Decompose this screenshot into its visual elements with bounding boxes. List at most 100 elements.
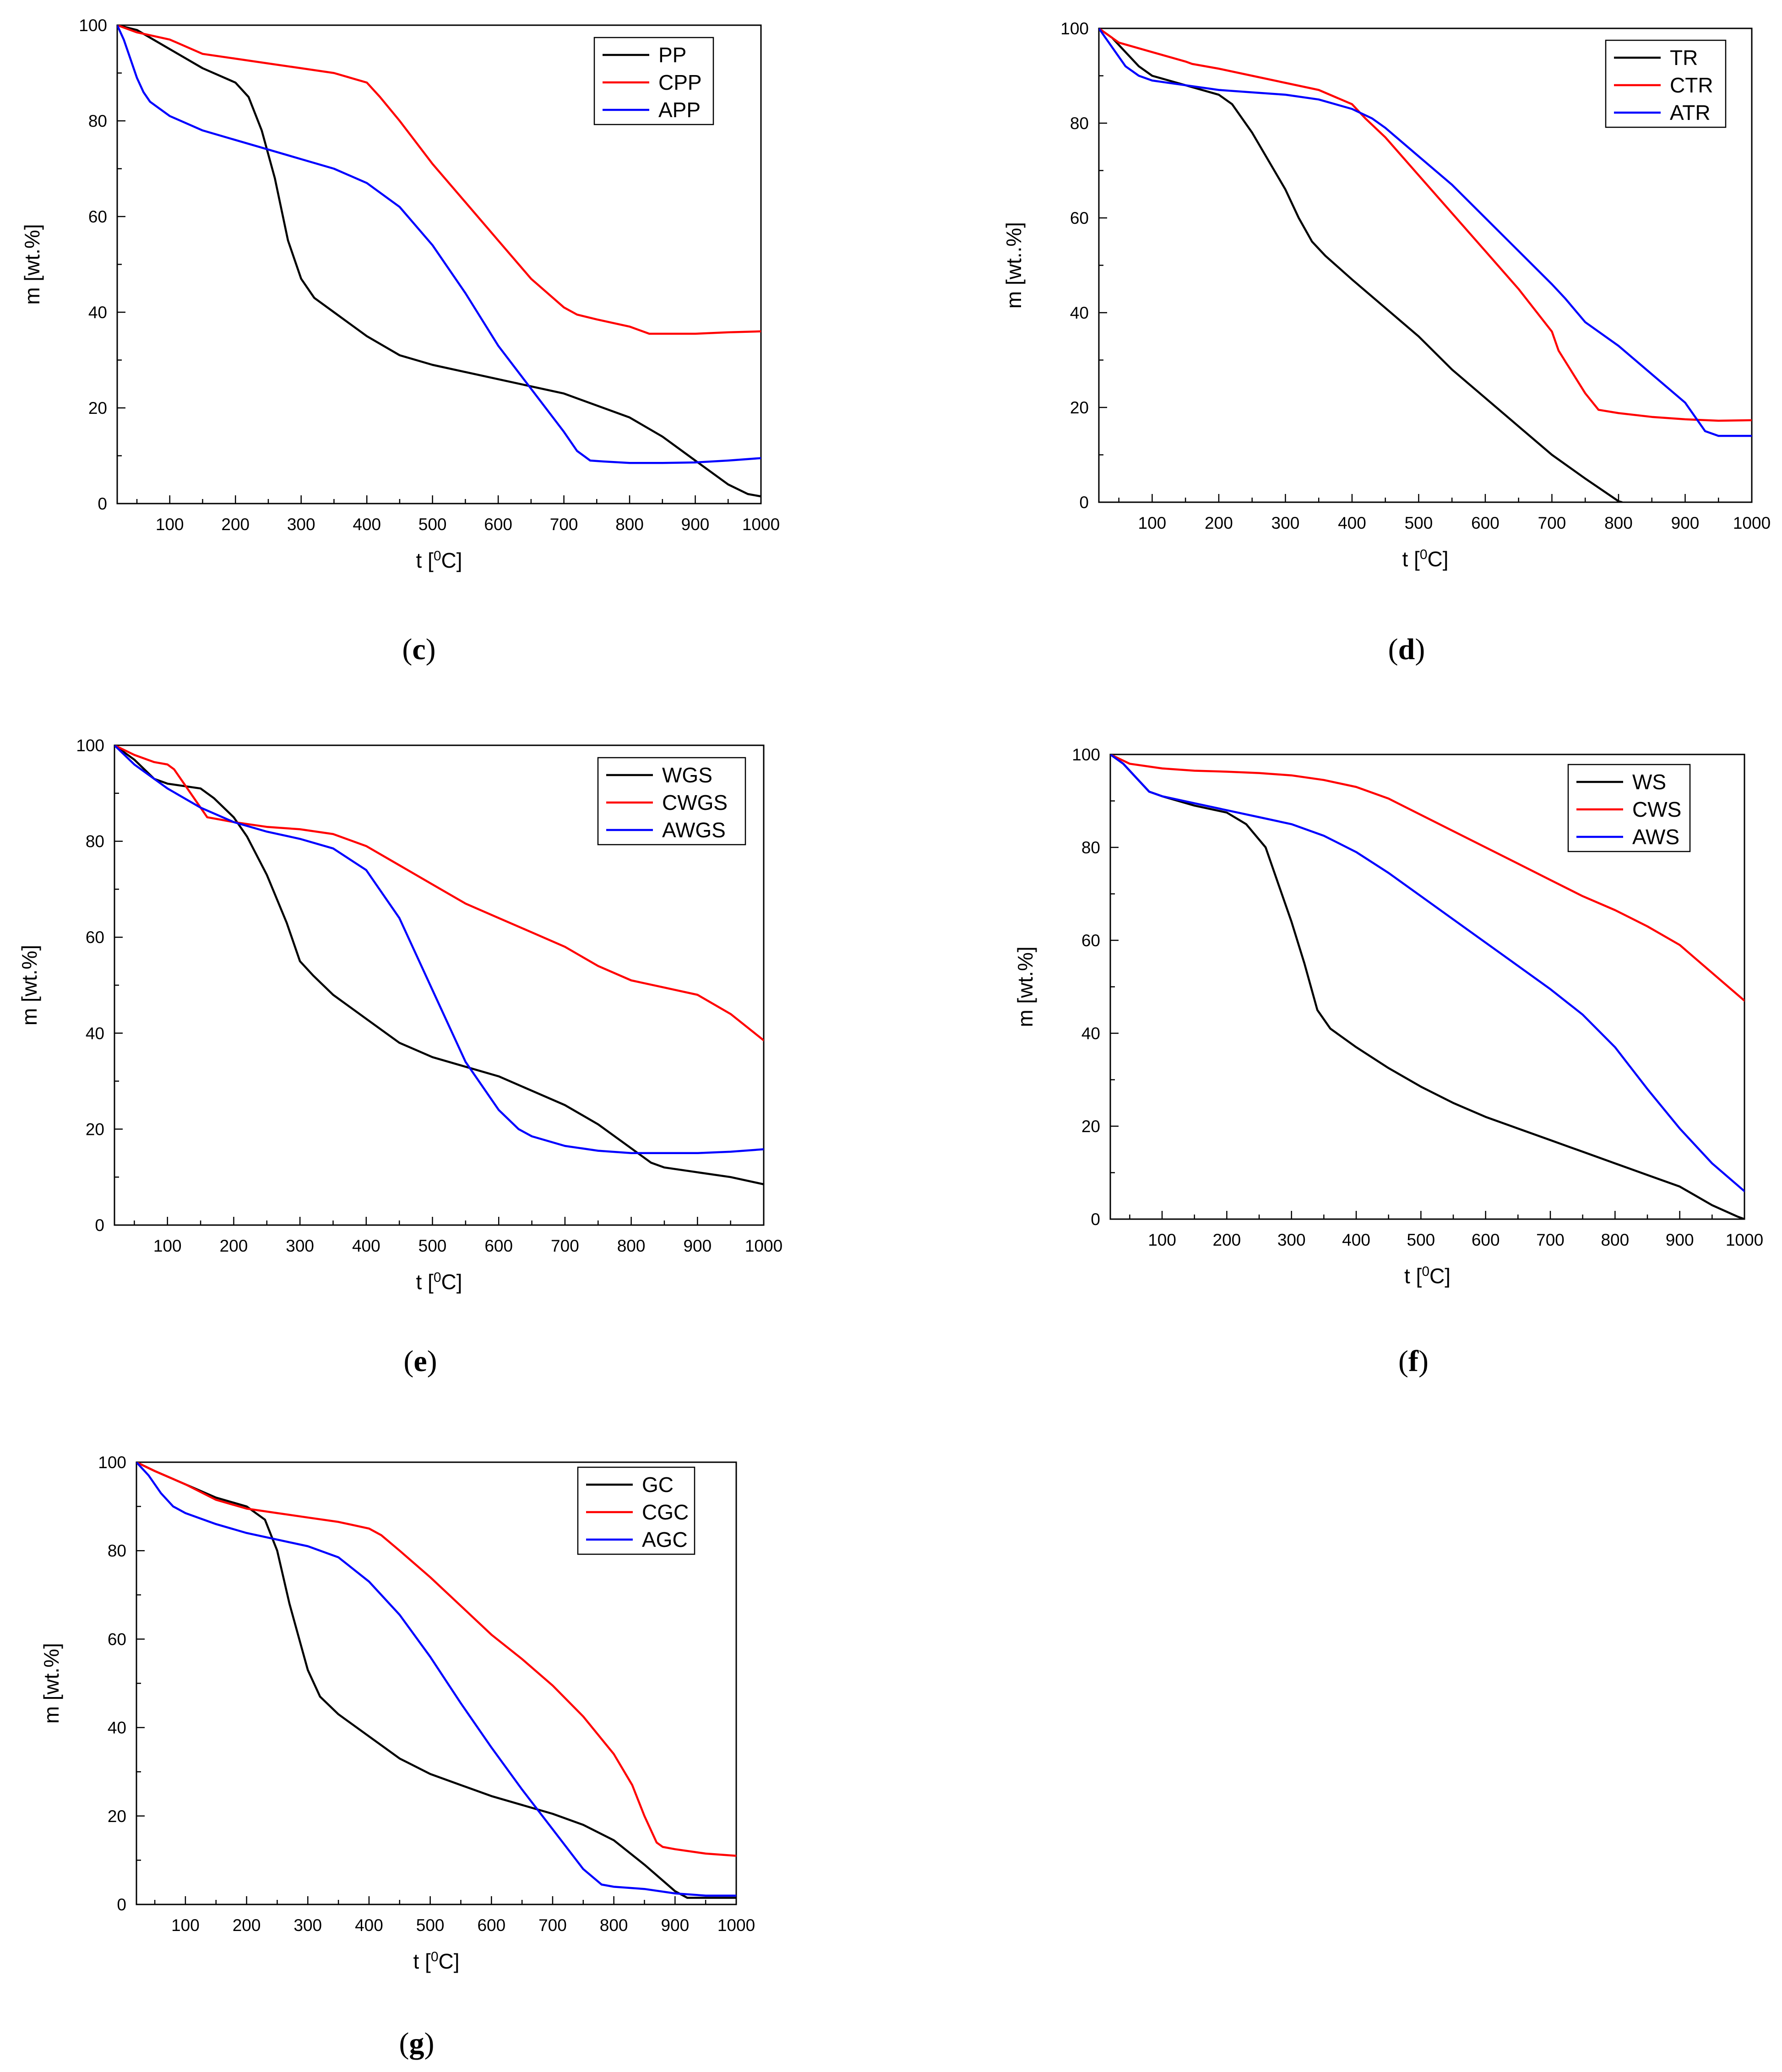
y-tick-label: 20 — [88, 399, 107, 418]
y-axis-label: m [wt.%] — [39, 1643, 63, 1724]
y-axis-label: m [wt..%] — [1002, 222, 1026, 309]
y-tick-label: 40 — [86, 1024, 104, 1043]
x-tick-label: 800 — [617, 1237, 646, 1255]
series-line-atr — [1099, 28, 1752, 437]
caption-letter: e — [413, 1345, 427, 1378]
caption-open-paren: ( — [1398, 1345, 1408, 1378]
legend-label-gc: GC — [642, 1473, 674, 1497]
y-tick-label: 100 — [1072, 745, 1100, 764]
x-tick-label: 100 — [156, 515, 184, 534]
x-tick-label: 500 — [1407, 1231, 1435, 1249]
x-tick-label: 800 — [615, 515, 644, 534]
x-tick-label: 300 — [1277, 1231, 1306, 1249]
x-tick-label: 1000 — [717, 1916, 755, 1935]
x-tick-label: 400 — [1338, 514, 1366, 532]
y-tick-label: 40 — [1081, 1024, 1100, 1043]
caption-open-paren: ( — [403, 1345, 413, 1378]
x-tick-label: 200 — [1205, 514, 1233, 532]
y-tick-label: 100 — [98, 1453, 126, 1472]
y-tick-label: 0 — [117, 1895, 126, 1914]
legend-label-cwgs: CWGS — [662, 791, 728, 814]
x-tick-label: 600 — [484, 515, 512, 534]
y-tick-label: 100 — [79, 16, 107, 35]
y-tick-label: 0 — [1091, 1210, 1100, 1229]
series-line-cwgs — [114, 745, 764, 1041]
y-tick-label: 20 — [108, 1807, 126, 1826]
legend: TR CTR ATR — [1605, 39, 1727, 128]
x-tick-label: 600 — [1472, 1231, 1500, 1249]
x-axis-label-unit: C] — [439, 1949, 460, 1973]
x-tick-label: 900 — [1666, 1231, 1694, 1249]
series-line-tr — [1099, 28, 1623, 502]
legend-label-pp: PP — [658, 43, 686, 67]
x-tick-label: 700 — [551, 1237, 579, 1255]
x-axis-label-unit: C] — [1428, 547, 1449, 571]
x-tick-label: 400 — [352, 1237, 380, 1255]
panel-caption: (g) — [399, 2027, 435, 2060]
y-tick-label: 40 — [108, 1719, 126, 1737]
x-tick-label: 300 — [1271, 514, 1300, 532]
series-line-pp — [117, 25, 761, 498]
x-tick-label: 1000 — [745, 1237, 782, 1255]
x-tick-label: 1000 — [1733, 514, 1771, 532]
series-line-ws — [1110, 754, 1744, 1219]
caption-letter: c — [412, 633, 425, 666]
chart-panel-c: 100 200 300 400 500 600 700 800 900 1000020406080… — [20, 16, 780, 666]
x-axis-label: t [0C] — [416, 548, 462, 573]
y-axis-label: m [wt.%] — [1013, 946, 1037, 1027]
y-tick-label: 60 — [108, 1630, 126, 1649]
y-tick-label: 40 — [1070, 304, 1089, 322]
x-axis-label: t [0C] — [413, 1949, 459, 1974]
x-tick-label: 700 — [538, 1916, 567, 1935]
x-tick-label: 300 — [293, 1916, 322, 1935]
y-tick-label: 60 — [86, 928, 104, 947]
panel-caption: (d) — [1388, 633, 1425, 666]
caption-close-paren: ) — [1415, 633, 1425, 666]
x-tick-label: 200 — [220, 1237, 248, 1255]
x-tick-label: 400 — [1342, 1231, 1370, 1249]
y-tick-label: 80 — [108, 1541, 126, 1560]
x-axis-label: t [0C] — [416, 1270, 462, 1294]
x-axis-label-superscript: 0 — [434, 1270, 441, 1285]
x-tick-label: 500 — [416, 1916, 445, 1935]
legend-label-aws: AWS — [1632, 825, 1679, 849]
legend-label-cgc: CGC — [642, 1500, 689, 1524]
x-axis-label-unit: C] — [441, 548, 462, 572]
y-tick-label: 80 — [88, 112, 107, 130]
legend-label-app: APP — [658, 98, 701, 122]
panel-caption: (c) — [402, 633, 435, 666]
x-tick-label: 100 — [1148, 1231, 1176, 1249]
legend-label-atr: ATR — [1670, 101, 1711, 125]
caption-close-paren: ) — [424, 2027, 435, 2060]
caption-open-paren: ( — [399, 2027, 409, 2060]
x-tick-label: 1000 — [742, 515, 780, 534]
chart-panel-f: 100 200 300 400 500 600 700 800 900 1000020406080… — [1013, 745, 1763, 1378]
series-line-cws — [1110, 754, 1744, 1002]
x-tick-label: 600 — [1471, 514, 1499, 532]
caption-close-paren: ) — [426, 633, 436, 666]
legend-label-ctr: CTR — [1670, 73, 1713, 97]
legend-label-cws: CWS — [1632, 797, 1681, 821]
y-tick-label: 60 — [1070, 209, 1089, 228]
x-tick-label: 700 — [550, 515, 578, 534]
legend: GC CGC AGC — [577, 1466, 695, 1555]
legend-label-awgs: AWGS — [662, 818, 726, 842]
x-axis-label-superscript: 0 — [431, 1949, 439, 1964]
legend-label-agc: AGC — [642, 1528, 688, 1551]
chart-panel-d: 100 200 300 400 500 600 700 800 900 1000020406080… — [1002, 19, 1771, 666]
panel-caption: (f) — [1398, 1345, 1429, 1378]
y-tick-label: 20 — [1070, 398, 1089, 417]
x-axis-label-base: t [ — [416, 1270, 434, 1294]
legend-label-wgs: WGS — [662, 763, 712, 787]
x-axis-label-base: t [ — [1402, 547, 1420, 571]
x-tick-label: 900 — [681, 515, 710, 534]
series-line-aws — [1110, 754, 1744, 1193]
y-tick-label: 100 — [76, 736, 104, 755]
chart-panel-g: 100 200 300 400 500 600 700 800 900 1000020406080… — [39, 1453, 755, 2060]
x-tick-label: 900 — [683, 1237, 712, 1255]
y-tick-label: 80 — [1081, 838, 1100, 857]
x-tick-label: 800 — [1604, 514, 1633, 532]
x-tick-label: 300 — [286, 1237, 314, 1255]
chart-panel-e: 100 200 300 400 500 600 700 800 900 1000020406080… — [17, 736, 782, 1378]
x-tick-label: 500 — [418, 1237, 447, 1255]
